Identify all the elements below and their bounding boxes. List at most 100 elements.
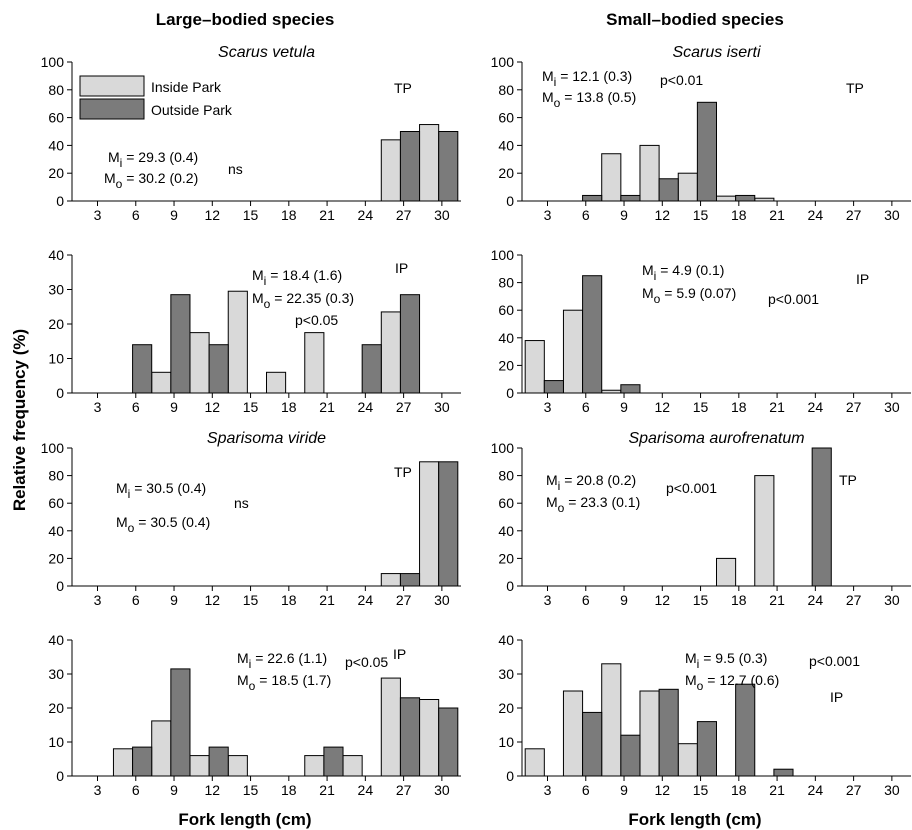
x-tick-label: 21 [769, 782, 785, 798]
bar-inside-20 [754, 475, 775, 587]
panel-6: 3 6 9 12 15 18 21 24 27 30 0 20 40 60 80 100 Mi = 4.9 (0… [491, 247, 911, 415]
x-tick-label: 6 [132, 207, 140, 223]
x-tick-label: 6 [582, 592, 590, 608]
bar-outside-9.5 [620, 194, 641, 202]
x-tick-label: 27 [846, 592, 862, 608]
x-tick-label: 24 [808, 207, 824, 223]
x-tick-label: 30 [434, 782, 450, 798]
x-tick-label: 9 [620, 399, 628, 415]
x-tick-label: 30 [884, 207, 900, 223]
bar-inside-2 [524, 748, 545, 777]
bar-outside-27.5 [399, 294, 421, 394]
y-tick-label: 40 [498, 523, 514, 539]
y-tick-label: 60 [498, 110, 514, 126]
significance: p<0.001 [666, 480, 717, 496]
bar-outside-30.5 [438, 461, 459, 587]
panel-3: 3 6 9 12 15 18 21 24 27 30 0 20 40 60 80 100 Sparisoma v… [41, 430, 461, 608]
bar-outside-6.5 [582, 711, 603, 777]
bar-inside-11 [639, 690, 660, 777]
x-tick-label: 21 [769, 207, 785, 223]
x-tick-label: 15 [693, 782, 709, 798]
legend: Inside Park Outside Park [79, 75, 233, 120]
y-tick-label: 0 [506, 193, 514, 209]
bar-inside-5 [562, 309, 584, 394]
bar-inside-17 [716, 557, 737, 587]
bar-outside-21.5 [773, 768, 794, 777]
bar-inside-26 [380, 139, 401, 202]
x-tick-label: 30 [884, 399, 900, 415]
y-tick-label: 40 [48, 632, 64, 648]
y-tick-label: 80 [48, 468, 64, 484]
x-tick-label: 18 [281, 399, 297, 415]
bar-outside-12.5 [658, 688, 679, 777]
bar-outside-24.5 [361, 344, 382, 394]
bar-outside-6.5 [582, 275, 603, 394]
x-tick-label: 15 [243, 399, 259, 415]
bar-inside-26 [380, 677, 401, 777]
x-tick-label: 12 [655, 782, 671, 798]
legend-label-inside: Inside Park [151, 79, 222, 95]
y-tick-label: 20 [498, 550, 514, 566]
x-tick-label: 27 [846, 399, 862, 415]
bar-outside-27.5 [399, 697, 421, 777]
x-tick-label: 18 [731, 782, 747, 798]
y-tick-label: 60 [498, 302, 514, 318]
stat-inside: Mi = 30.5 (0.4) [116, 480, 206, 501]
x-tick-label: 30 [434, 207, 450, 223]
x-tick-label: 9 [620, 592, 628, 608]
x-tick-label: 15 [243, 207, 259, 223]
y-tick-label: 100 [491, 247, 515, 263]
legend-swatch-outside [79, 98, 145, 120]
x-tick-label: 21 [319, 399, 335, 415]
y-tick-label: 0 [56, 193, 64, 209]
x-tick-label: 6 [582, 399, 590, 415]
bar-outside-12.5 [658, 178, 679, 202]
bar-inside-5 [112, 748, 134, 777]
x-tick-label: 27 [396, 592, 412, 608]
stat-outside: Mo = 12.7 (0.6) [685, 672, 779, 693]
bar-outside-15.5 [696, 721, 717, 777]
bar-outside-21.5 [323, 746, 344, 777]
x-tick-label: 9 [620, 207, 628, 223]
y-tick-label: 20 [48, 550, 64, 566]
x-tick-label: 9 [620, 782, 628, 798]
bar-inside-29 [419, 124, 440, 202]
bar-outside-3.5 [543, 380, 564, 394]
x-tick-label: 6 [582, 782, 590, 798]
x-tick-label: 3 [544, 782, 552, 798]
y-tick-label: 20 [48, 165, 64, 181]
significance: p<0.05 [345, 654, 388, 670]
y-axis-label: Relative frequency (%) [10, 329, 29, 511]
bar-inside-29 [419, 461, 440, 587]
site-label: TP [394, 80, 412, 96]
legend-label-outside: Outside Park [151, 102, 233, 118]
x-tick-label: 12 [205, 207, 221, 223]
x-tick-label: 21 [319, 782, 335, 798]
x-tick-label: 21 [319, 592, 335, 608]
y-tick-label: 0 [506, 578, 514, 594]
species-title: Sparisoma aurofrenatum [628, 430, 804, 447]
stat-outside: Mo = 22.35 (0.3) [252, 290, 354, 311]
y-tick-label: 40 [498, 330, 514, 346]
y-tick-label: 100 [41, 54, 65, 70]
x-tick-label: 12 [655, 399, 671, 415]
x-tick-label: 27 [396, 782, 412, 798]
x-tick-label: 3 [544, 399, 552, 415]
y-tick-label: 10 [48, 351, 64, 367]
panel-5: 3 6 9 12 15 18 21 24 27 30 0 20 40 60 80 100 Scarus iser… [491, 44, 911, 223]
bar-outside-6.5 [582, 194, 603, 202]
significance: ns [228, 161, 243, 177]
bar-inside-26 [380, 573, 401, 587]
x-tick-label: 18 [281, 207, 297, 223]
y-tick-label: 0 [56, 578, 64, 594]
stat-outside: Mo = 5.9 (0.07) [642, 285, 736, 306]
x-tick-label: 24 [358, 207, 374, 223]
x-tick-label: 21 [319, 207, 335, 223]
y-tick-label: 80 [48, 82, 64, 98]
x-tick-label: 24 [358, 782, 374, 798]
y-tick-label: 80 [498, 468, 514, 484]
bar-outside-6.5 [132, 746, 153, 777]
y-tick-label: 20 [48, 316, 64, 332]
bar-inside-5 [562, 690, 584, 777]
